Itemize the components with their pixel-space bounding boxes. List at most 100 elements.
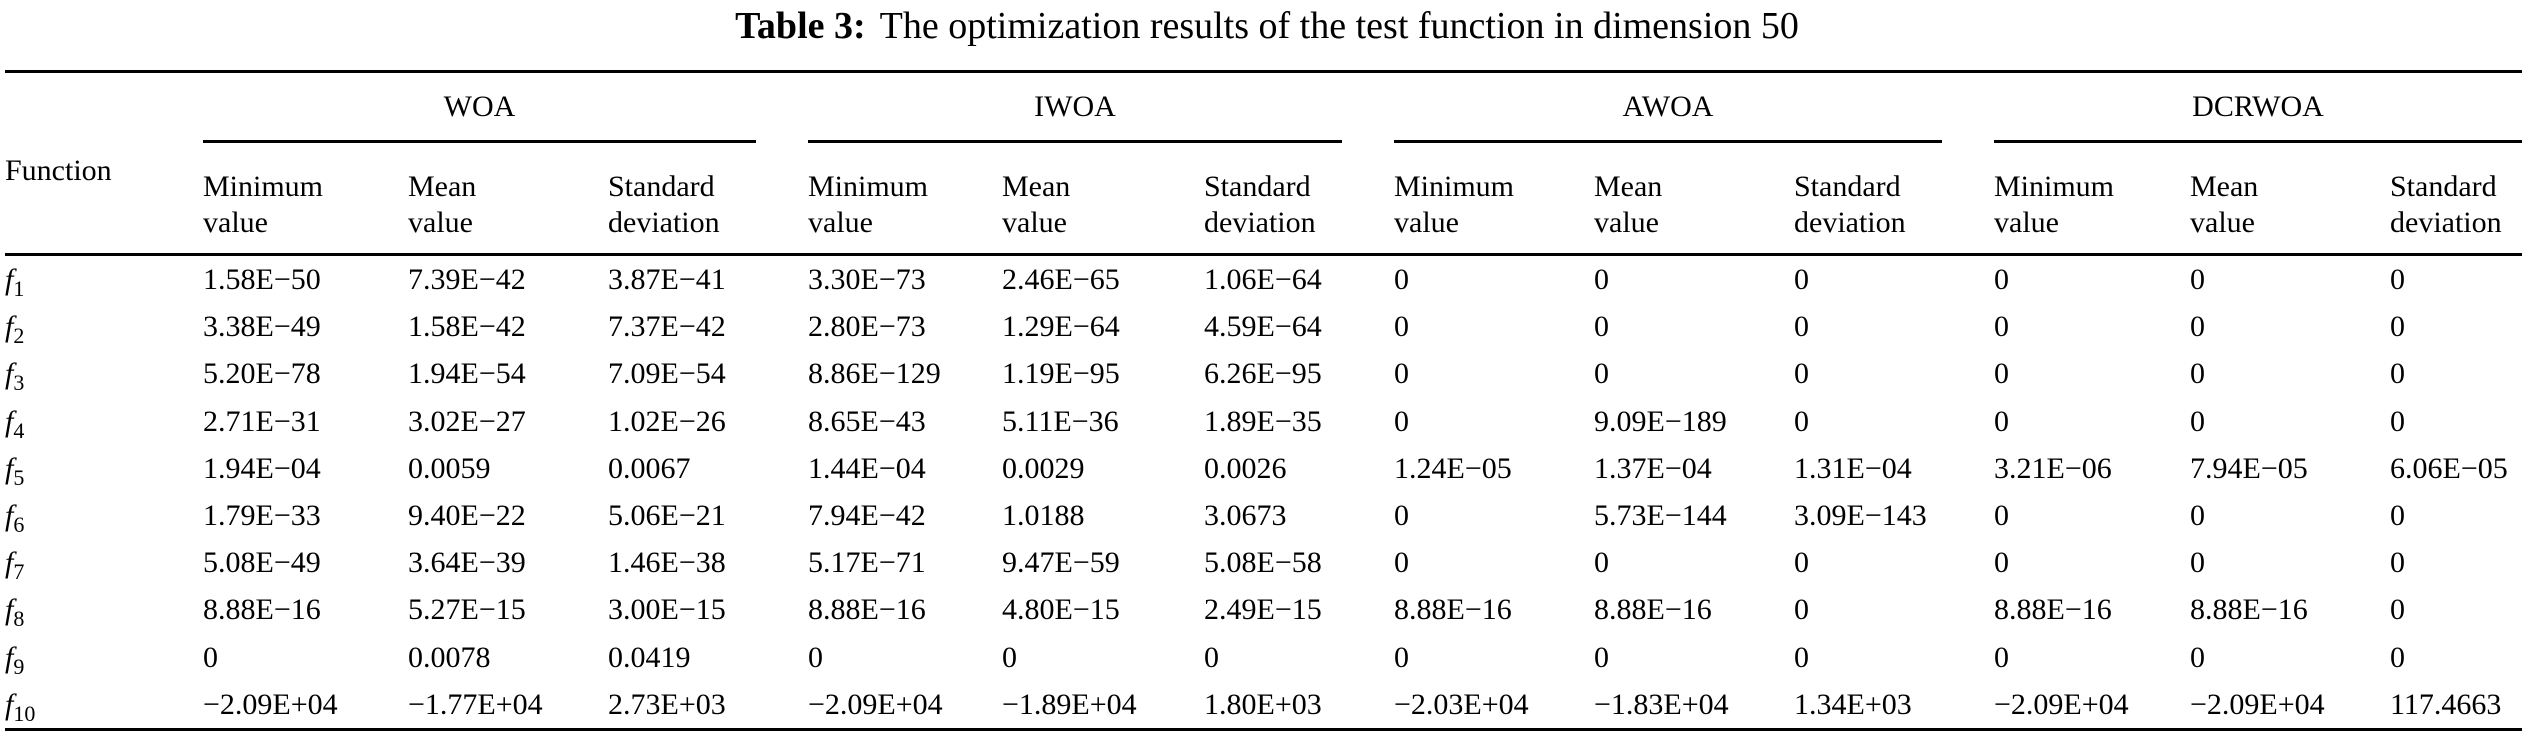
value-cell: 0 [1394,310,1409,344]
value-cell: 8.88E−16 [2190,593,2308,627]
sub-header-std: Standard deviation [608,143,808,256]
value-cell: 7.37E−42 [608,310,726,344]
value-cell: 8.88E−16 [1594,593,1712,627]
value-cell: 0 [1394,263,1409,296]
value-cell: 2.49E−15 [1204,593,1322,627]
value-cell: 0 [2390,263,2405,296]
table-row: f1 1.58E−50 7.39E−42 3.87E−41 3.30E−73 2.46E−… [5,255,2522,304]
value-cell: 8.86E−129 [808,357,941,391]
table-row: f3 5.20E−78 1.94E−54 7.09E−54 8.86E−129 1.19E… [5,350,2522,397]
value-cell: 0 [2390,593,2405,627]
function-label: f7 [5,546,25,585]
value-cell: 8.65E−43 [808,404,926,438]
value-cell: 7.39E−42 [408,263,526,296]
sub-header-mean: Mean value [2190,143,2390,256]
value-cell: 0 [2390,404,2405,438]
sub-header-mean: Mean value [1002,143,1204,256]
sub-header-min: Minimum value [1994,143,2190,256]
sub-header-min: Minimum value [1394,143,1594,256]
value-cell: 0 [2190,310,2205,344]
column-group-header-dcrwoa: DCRWOA [2192,89,2324,123]
value-cell: 1.19E−95 [1002,357,1120,391]
sub-header-mean: Mean value [408,143,608,256]
value-cell: −2.09E+04 [808,687,943,721]
value-cell: 0 [1794,404,1809,438]
value-cell: 9.09E−189 [1594,404,1727,438]
value-cell: 0 [1794,546,1809,580]
value-cell: 2.46E−65 [1002,263,1120,296]
value-cell: 0 [2390,310,2405,344]
table-row: f4 2.71E−31 3.02E−27 1.02E−26 8.65E−43 5.11E−… [5,398,2522,445]
function-label: f5 [5,451,25,490]
value-cell: 0 [1594,310,1609,344]
function-label: f9 [5,640,25,679]
value-cell: 0 [1002,640,1017,674]
value-cell: 6.26E−95 [1204,357,1322,391]
value-cell: 0 [1594,640,1609,674]
sub-header-mean: Mean value [1594,143,1794,256]
value-cell: 1.89E−35 [1204,404,1322,438]
value-cell: 4.59E−64 [1204,310,1322,344]
value-cell: 1.94E−04 [203,451,321,485]
function-label: f8 [5,593,25,632]
function-label: f1 [5,263,25,301]
value-cell: 0 [2190,546,2205,580]
value-cell: 0 [2190,640,2205,674]
value-cell: 3.38E−49 [203,310,321,344]
value-cell: 0.0059 [408,451,491,485]
value-cell: 9.40E−22 [408,499,526,533]
value-cell: 0 [1794,593,1809,627]
group-header-row: Function WOA IWOA AWOA DCRWOA [5,71,2522,256]
value-cell: 1.44E−04 [808,451,926,485]
value-cell: 5.08E−49 [203,546,321,580]
value-cell: 1.37E−04 [1594,451,1712,485]
value-cell: 7.09E−54 [608,357,726,391]
table-row: f8 8.88E−16 5.27E−15 3.00E−15 8.88E−16 4.80E−… [5,586,2522,633]
column-group-header-awoa: AWOA [1622,89,1714,123]
value-cell: 5.17E−71 [808,546,926,580]
value-cell: 5.27E−15 [408,593,526,627]
table-row: f9 0 0.0078 0.0419 0 0 0 0 0 0 0 0 0 [5,634,2522,681]
value-cell: 1.58E−42 [408,310,526,344]
value-cell: 0 [1994,404,2009,438]
value-cell: 1.02E−26 [608,404,726,438]
value-cell: −2.03E+04 [1394,687,1529,721]
value-cell: 5.11E−36 [1002,404,1119,438]
value-cell: 3.09E−143 [1794,499,1927,533]
value-cell: 0 [1594,357,1609,391]
value-cell: 2.71E−31 [203,404,321,438]
value-cell: 0 [1394,640,1409,674]
value-cell: 0 [1994,310,2009,344]
value-cell: 0.0419 [608,640,691,674]
value-cell: 0.0029 [1002,451,1085,485]
value-cell: 0 [1204,640,1219,674]
value-cell: 8.88E−16 [1394,593,1512,627]
value-cell: 8.88E−16 [1994,593,2112,627]
value-cell: 0 [1794,357,1809,391]
results-table: Function WOA IWOA AWOA DCRWOA Minimum val… [5,70,2523,732]
value-cell: 0 [808,640,823,674]
sub-header-std: Standard deviation [1794,143,1994,256]
value-cell: 0 [1994,640,2009,674]
value-cell: 2.73E+03 [608,687,726,721]
value-cell: 1.31E−04 [1794,451,1912,485]
caption-label: Table 3: [735,5,866,47]
table-row: f7 5.08E−49 3.64E−39 1.46E−38 5.17E−71 9.47E−… [5,539,2522,586]
table-row: f6 1.79E−33 9.40E−22 5.06E−21 7.94E−42 1.0188… [5,492,2522,539]
value-cell: 0 [1994,546,2009,580]
value-cell: −2.09E+04 [1994,687,2129,721]
value-cell: 1.34E+03 [1794,687,1912,721]
value-cell: 0 [1394,499,1409,533]
value-cell: 6.06E−05 [2390,451,2508,485]
value-cell: 8.88E−16 [203,593,321,627]
value-cell: 1.94E−54 [408,357,526,391]
value-cell: 0 [1794,263,1809,296]
value-cell: 117.4663 [2390,687,2502,721]
value-cell: 1.80E+03 [1204,687,1322,721]
function-label: f6 [5,499,25,538]
caption-text: The optimization results of the test fun… [879,5,1799,47]
value-cell: 0 [1394,357,1409,391]
value-cell: 0 [2190,499,2205,533]
value-cell: 5.20E−78 [203,357,321,391]
function-label: f10 [5,687,36,726]
